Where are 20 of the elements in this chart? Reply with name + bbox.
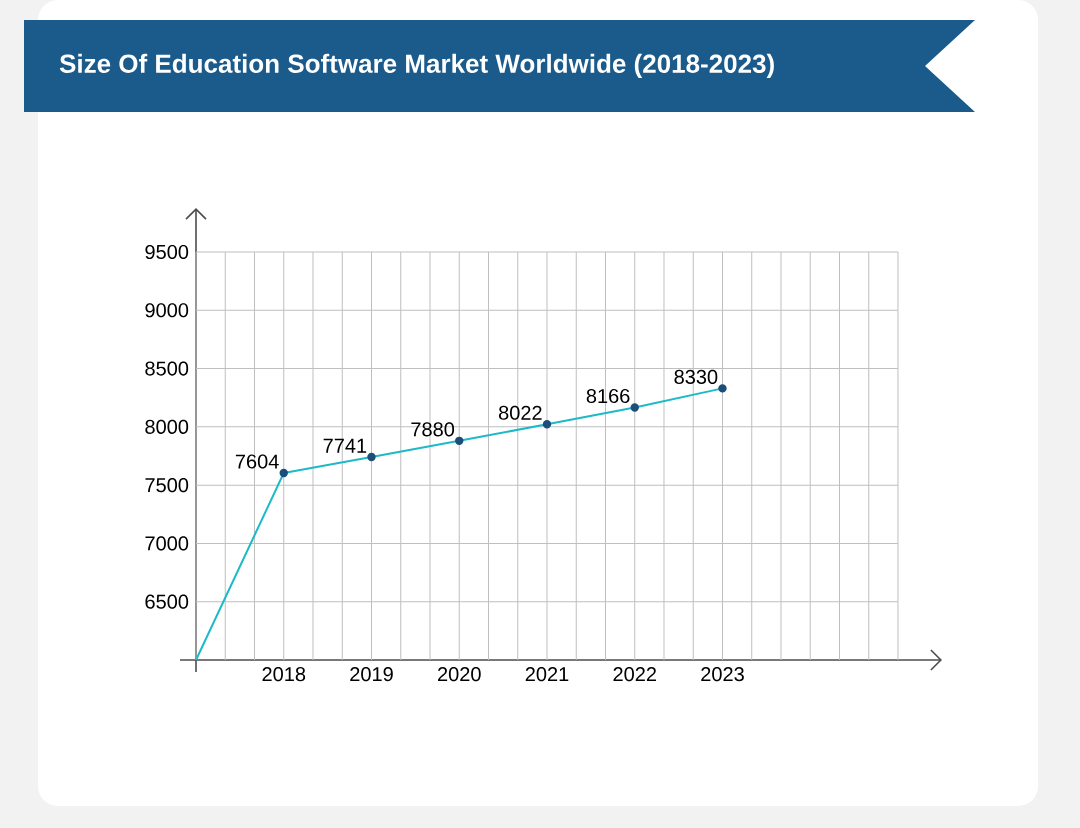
y-tick-label: 9000 bbox=[145, 303, 189, 318]
x-tick-label: 2021 bbox=[525, 667, 569, 682]
data-label: 7741 bbox=[323, 438, 367, 453]
y-tick-label: 6500 bbox=[145, 594, 189, 609]
x-tick-label: 2019 bbox=[350, 667, 393, 682]
y-tick-label: 8500 bbox=[145, 361, 189, 376]
data-label: 8166 bbox=[586, 388, 630, 404]
data-label: 7604 bbox=[235, 454, 279, 469]
chart-title: Size Of Education Software Market Worldwide (2018-2023) bbox=[59, 53, 774, 79]
y-tick-label: 9500 bbox=[145, 244, 189, 260]
data-label: 7880 bbox=[411, 422, 455, 437]
x-tick-label: 2020 bbox=[438, 667, 481, 682]
x-tick-label: 2022 bbox=[613, 667, 656, 682]
data-label: 8330 bbox=[674, 369, 718, 384]
y-tick-label: 8000 bbox=[145, 419, 189, 434]
x-tick-label: 2023 bbox=[701, 667, 744, 682]
y-tick-label: 7000 bbox=[145, 536, 189, 551]
x-tick-label: 2018 bbox=[262, 667, 306, 682]
y-tick-label: 7500 bbox=[145, 478, 189, 493]
data-label: 8022 bbox=[498, 405, 542, 420]
